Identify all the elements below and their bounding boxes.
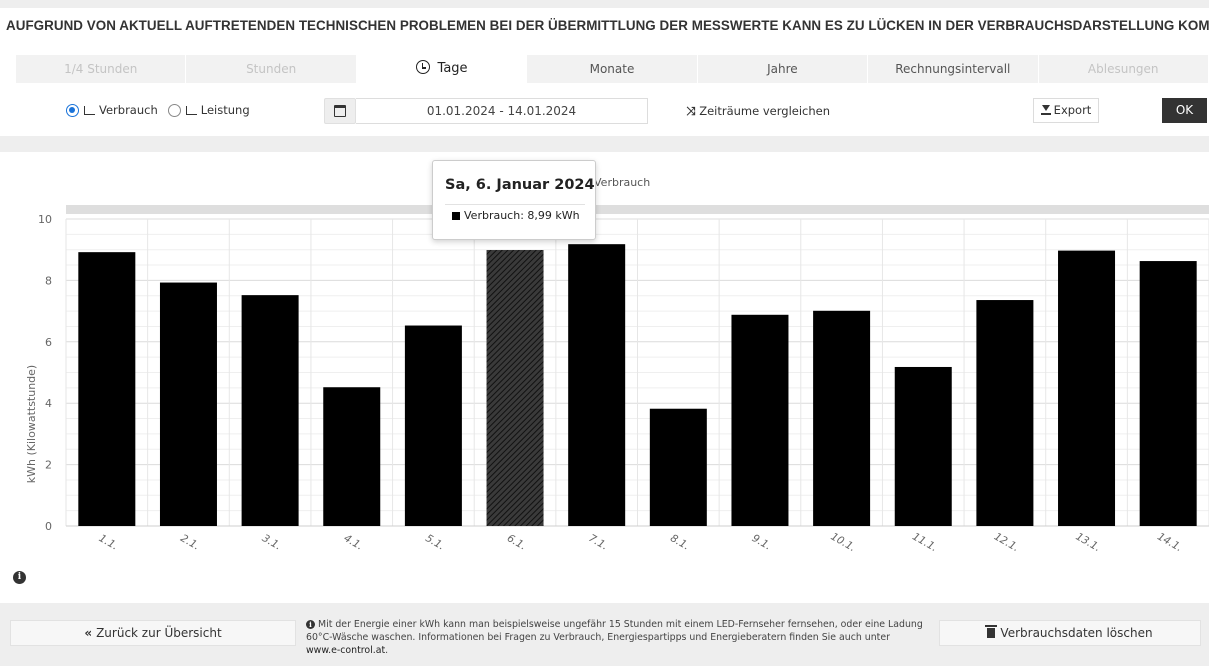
x-tick-label: 12.1. <box>992 531 1021 555</box>
bar[interactable] <box>404 325 462 526</box>
tab-years[interactable]: Jahre <box>698 55 869 83</box>
tooltip-value: Verbrauch: 8,99 kWh <box>464 209 580 222</box>
y-tick-label: 0 <box>45 520 52 533</box>
tooltip-row: Verbrauch: 8,99 kWh <box>452 209 580 222</box>
bar[interactable] <box>1058 250 1116 526</box>
series-square-icon <box>452 211 460 220</box>
technical-notice: AUFGRUND VON AKTUELL AUFTRETENDEN TECHNI… <box>6 18 1209 33</box>
energy-info-text: i Mit der Energie einer kWh kann man beis… <box>306 619 923 656</box>
tab-label: 1/4 Stunden <box>64 62 138 76</box>
tab-hours[interactable]: Stunden <box>186 55 357 83</box>
x-tick-label: 8.1. <box>668 532 691 552</box>
x-tick-label: 1.1. <box>97 532 120 552</box>
tooltip-separator <box>445 204 585 205</box>
x-tick-label: 2.1. <box>178 532 201 552</box>
tab-months[interactable]: Monate <box>527 55 698 83</box>
tab-label: Stunden <box>246 62 297 76</box>
back-to-overview-button[interactable]: «Zurück zur Übersicht <box>10 620 296 646</box>
top-strip <box>0 0 1209 8</box>
tab-readings[interactable]: Ablesungen <box>1039 55 1209 83</box>
calendar-icon <box>334 105 346 117</box>
back-label: Zurück zur Übersicht <box>96 626 222 640</box>
area-chart-icon <box>185 105 197 115</box>
footer-bar: «Zurück zur Übersicht i Mit der Energie e… <box>0 603 1209 666</box>
x-tick-label: 3.1. <box>260 532 283 552</box>
mode-radio-group: Verbrauch Leistung <box>66 103 260 117</box>
y-axis-label: kWh (Kilowattstunde) <box>25 365 38 483</box>
bar[interactable] <box>159 282 217 526</box>
x-tick-label: 10.1. <box>829 531 858 555</box>
tab-label: Monate <box>589 62 635 76</box>
date-range-input[interactable] <box>356 98 648 124</box>
shuffle-icon: ⤨ <box>686 104 696 118</box>
y-tick-label: 6 <box>45 336 52 349</box>
export-button[interactable]: Export <box>1033 98 1099 123</box>
bar[interactable] <box>976 300 1034 526</box>
compare-label: Zeiträume vergleichen <box>699 104 831 118</box>
bar[interactable] <box>649 408 707 526</box>
tab-label: Tage <box>437 61 468 76</box>
x-tick-label: 11.1. <box>910 531 939 555</box>
x-tick-label: 7.1. <box>586 532 609 552</box>
x-tick-label: 6.1. <box>505 532 528 552</box>
y-tick-label: 10 <box>38 213 52 226</box>
legend-label[interactable]: Verbrauch <box>594 176 650 189</box>
section-band <box>0 136 1209 152</box>
bar-chart-svg: Verbrauch 0 2 4 6 8 10 1.1. 2.1. 3.1. 4.1. 5.1. 6.… <box>25 176 1209 555</box>
download-icon <box>1040 105 1051 115</box>
tab-label: Jahre <box>767 62 798 76</box>
double-chevron-left-icon: « <box>84 626 93 640</box>
info-icon[interactable]: i <box>13 571 26 584</box>
bar[interactable] <box>731 314 789 526</box>
info-text: Mit der Energie einer kWh kann man beisp… <box>306 619 923 643</box>
x-tick-label: 13.1. <box>1073 531 1102 555</box>
tab-label: Rechnungsintervall <box>895 62 1011 76</box>
bar-highlighted[interactable] <box>486 250 544 526</box>
compare-periods-link[interactable]: ⤨ Zeiträume vergleichen <box>686 104 830 119</box>
interval-tabs: 1/4 Stunden Stunden Tage Monate Jahre Re… <box>16 55 1209 83</box>
tooltip-title: Sa, 6. Januar 2024 <box>445 177 595 193</box>
x-tick-label: 14.1. <box>1155 531 1184 555</box>
verbrauch-label: Verbrauch <box>99 103 158 117</box>
delete-consumption-data-button[interactable]: Verbrauchsdaten löschen <box>939 620 1201 646</box>
bar[interactable] <box>323 387 381 526</box>
line-chart-icon <box>84 105 95 115</box>
clock-icon <box>415 60 430 74</box>
bar[interactable] <box>894 366 952 526</box>
x-tick-label: 9.1. <box>750 532 773 552</box>
x-tick-label: 5.1. <box>423 532 446 552</box>
controls-bar: Verbrauch Leistung ⤨Zeiträume vergleiche… <box>0 96 1209 130</box>
tab-days[interactable]: Tage <box>356 55 528 83</box>
radio-leistung[interactable] <box>167 103 181 117</box>
ok-button[interactable]: OK <box>1162 98 1207 123</box>
tab-quarter-hours[interactable]: 1/4 Stunden <box>16 55 187 83</box>
tab-label: Ablesungen <box>1087 62 1159 76</box>
leistung-label: Leistung <box>200 103 250 117</box>
y-tick-label: 4 <box>45 397 52 410</box>
bar[interactable] <box>78 252 136 526</box>
legend-scroll-track <box>66 205 1209 214</box>
bar[interactable] <box>813 310 871 526</box>
trash-icon <box>985 625 998 638</box>
export-label: Export <box>1053 103 1092 117</box>
info-small-icon: i <box>306 620 315 629</box>
calendar-button[interactable] <box>324 98 356 124</box>
bar-tooltip: Sa, 6. Januar 2024 Verbrauch: 8,99 kWh <box>432 160 596 240</box>
bar[interactable] <box>568 244 626 526</box>
tab-billing-interval[interactable]: Rechnungsintervall <box>868 55 1039 83</box>
y-tick-label: 2 <box>45 459 52 472</box>
bar[interactable] <box>1139 261 1197 526</box>
y-tick-label: 8 <box>45 274 52 287</box>
consumption-chart: Verbrauch 0 2 4 6 8 10 1.1. 2.1. 3.1. 4.1. 5.1. 6.… <box>0 152 1209 602</box>
e-control-link[interactable]: www.e-control.at <box>306 645 386 656</box>
x-tick-label: 4.1. <box>342 532 365 552</box>
radio-verbrauch[interactable] <box>66 103 79 117</box>
delete-label: Verbrauchsdaten löschen <box>1000 626 1153 640</box>
bar[interactable] <box>241 295 299 526</box>
